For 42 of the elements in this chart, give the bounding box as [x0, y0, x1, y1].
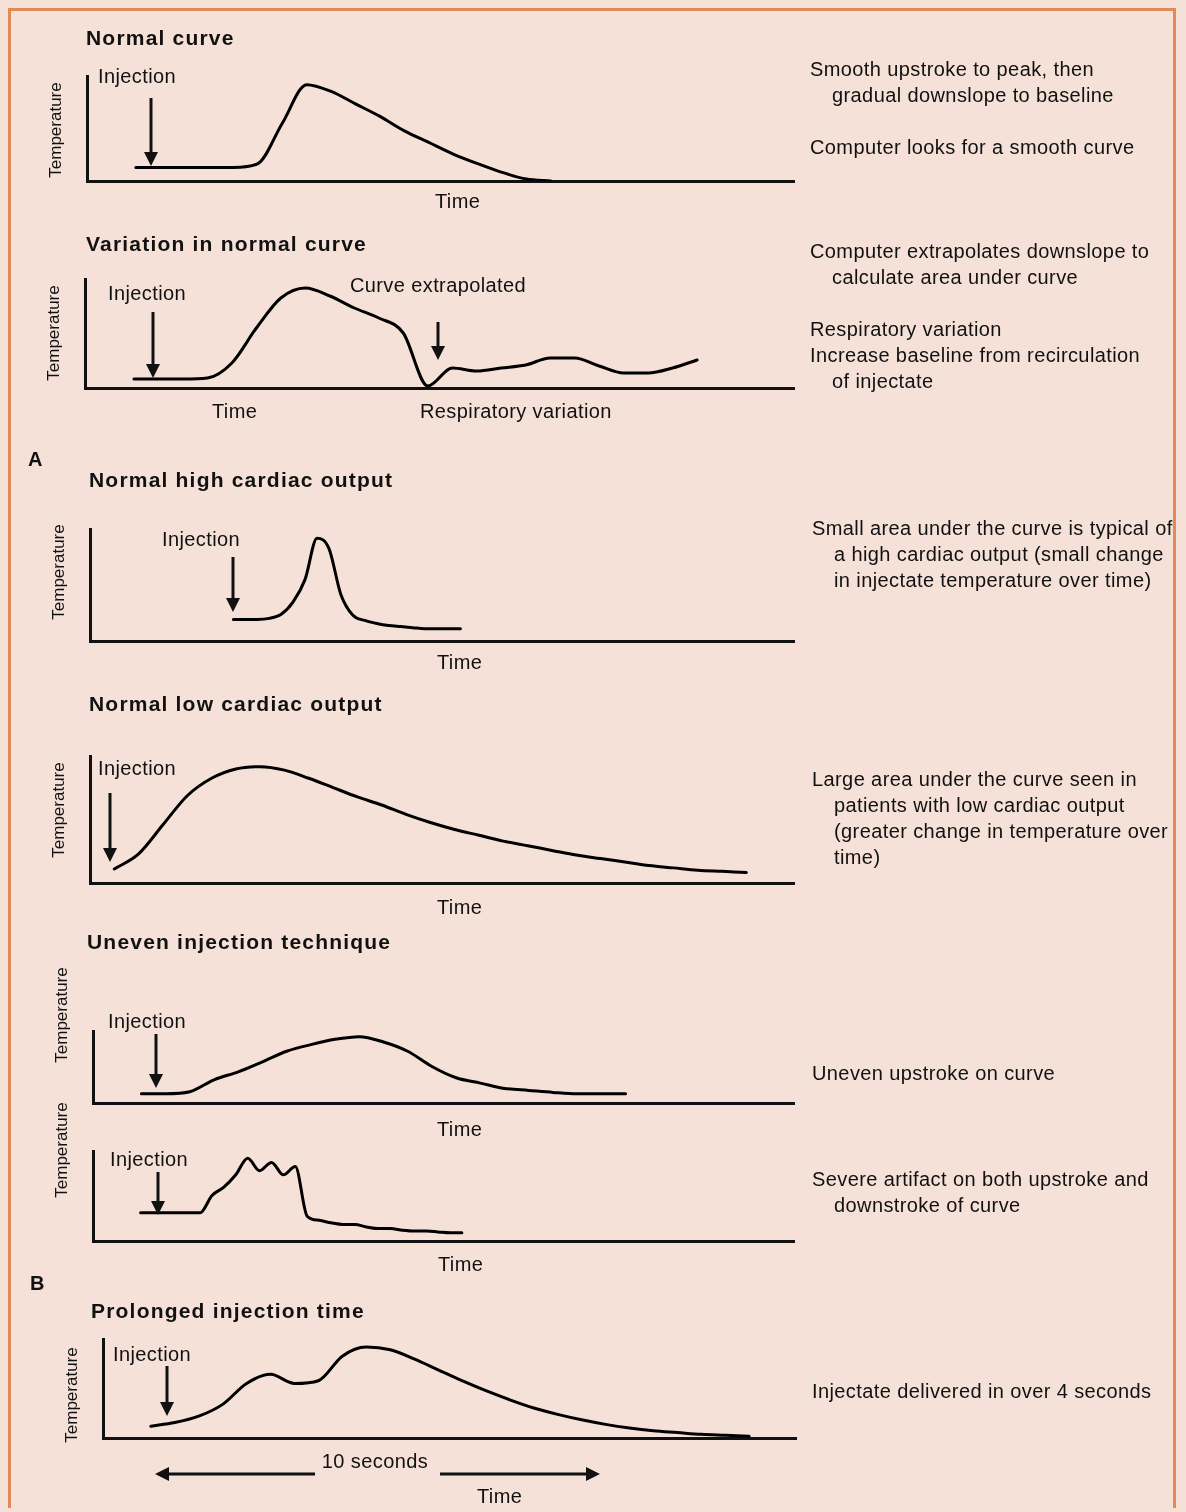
x-axis-title: Time	[212, 399, 258, 424]
text: Computer looks for a smooth curve	[810, 135, 1136, 160]
y-axis-title: Temperature	[46, 82, 66, 178]
annotation: Curve extrapolated	[348, 273, 528, 298]
annotation: Injection	[98, 64, 178, 89]
y-axis-title: Temperature	[44, 285, 64, 381]
text: Injection	[108, 1009, 188, 1034]
x-axis-title: Time	[438, 1252, 484, 1277]
text: Increase baseline from recirculation of injectate	[810, 343, 1142, 394]
text: Small area under the curve is typical of a high cardiac output (small change in injectate temperature over time)	[812, 516, 1174, 593]
text: Large area under the curve seen in patients with low cardiac output (greater change in temperature over time)	[812, 767, 1170, 870]
y-axis-title: Temperature	[62, 1347, 82, 1443]
text: Injectate delivered in over 4 seconds	[812, 1379, 1153, 1404]
annotation: Injection	[162, 527, 242, 552]
x-axis-title: Time	[437, 650, 483, 675]
text: Respiratory variation	[420, 399, 613, 424]
x-axis-title: Time	[435, 189, 481, 214]
text: 10 seconds	[320, 1449, 430, 1474]
x-axis-title: Time	[437, 1117, 483, 1142]
y-axis-title: Temperature	[49, 524, 69, 620]
y-axis-title: Temperature	[52, 967, 72, 1063]
chart-title: Variation in normal curve	[86, 232, 367, 256]
text: Smooth upstroke to peak, then gradual downslope to baseline	[810, 57, 1115, 108]
annotation: Injection	[108, 281, 188, 306]
annotation: Injection	[98, 756, 178, 781]
x-axis-title: Time	[477, 1484, 523, 1509]
y-axis-title: Temperature	[49, 762, 69, 858]
chart-title: Uneven injection technique	[87, 930, 392, 954]
chart-title: Normal high cardiac output	[89, 468, 394, 492]
annotation: Injection	[110, 1147, 190, 1172]
chart-title: Normal low cardiac output	[89, 692, 383, 716]
text: Respiratory variation	[810, 317, 1003, 342]
text: B	[30, 1271, 46, 1296]
text: Severe artifact on both upstroke and downstroke of curve	[812, 1167, 1150, 1218]
text: Uneven upstroke on curve	[812, 1061, 1057, 1086]
chart-title: Normal curve	[86, 26, 235, 50]
annotation: Injection	[113, 1342, 193, 1367]
y-axis-title: Temperature	[52, 1102, 72, 1198]
text: A	[28, 447, 44, 472]
text: Computer extrapolates downslope to calculate area under curve	[810, 239, 1151, 290]
chart-title: Prolonged injection time	[91, 1299, 365, 1323]
x-axis-title: Time	[437, 895, 483, 920]
